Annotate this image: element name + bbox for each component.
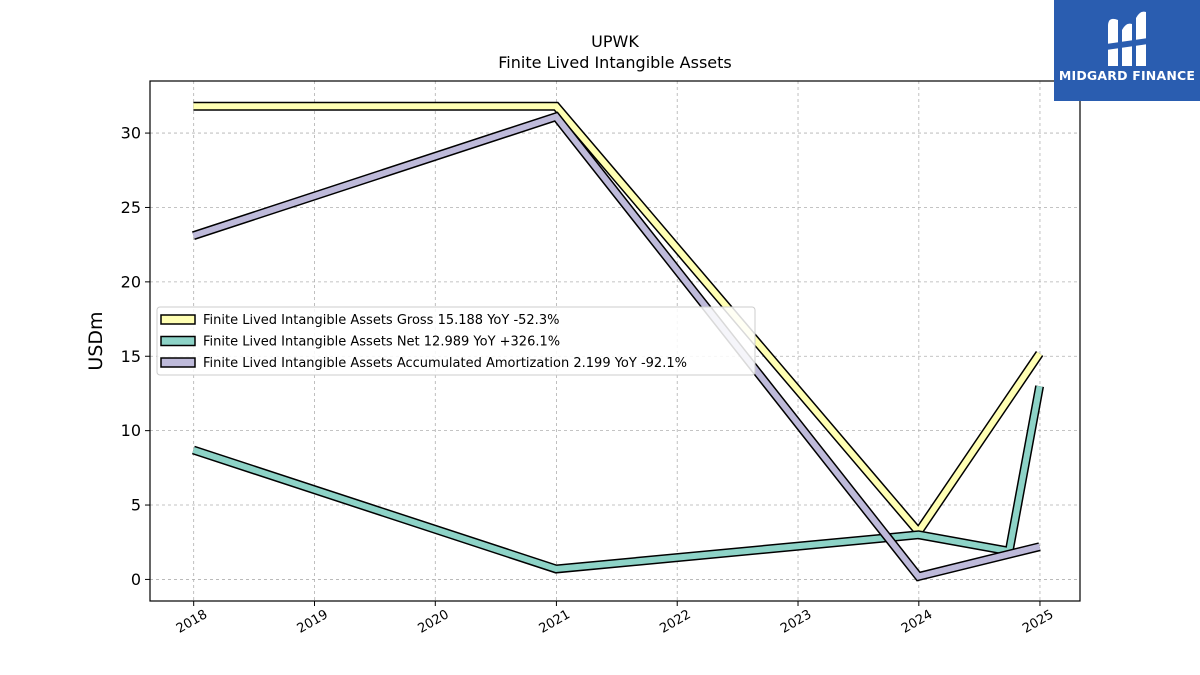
x-tick-label: 2025 [1020, 607, 1056, 637]
midgard-logo-text: MIDGARD FINANCE [1058, 68, 1196, 83]
series-line-outline-1 [191, 385, 1045, 574]
y-tick-label: 0 [131, 570, 141, 589]
series-line-1 [192, 385, 1043, 573]
legend-label-1: Finite Lived Intangible Assets Net 12.98… [203, 335, 560, 350]
x-tick-label: 2020 [415, 607, 451, 637]
x-tick-label: 2018 [174, 607, 210, 637]
midgard-logo-icon [1106, 11, 1148, 67]
x-tick-label: 2021 [537, 607, 573, 637]
x-tick-label: 2024 [899, 607, 935, 637]
legend-label-2: Finite Lived Intangible Assets Accumulat… [203, 356, 687, 371]
plot-frame [149, 80, 1081, 602]
y-tick-label: 20 [121, 272, 141, 291]
y-tick-label: 5 [131, 496, 141, 515]
x-tick-label: 2019 [295, 607, 331, 637]
x-tick-label: 2022 [657, 607, 693, 637]
y-tick-label: 25 [121, 198, 141, 217]
midgard-logo: MIDGARD FINANCE [1054, 0, 1200, 101]
legend-swatch-1 [160, 335, 196, 347]
x-tick-label: 2023 [778, 607, 814, 637]
chart-title-line1: UPWK [591, 32, 639, 51]
y-tick-label: 15 [121, 347, 141, 366]
legend-box [156, 306, 756, 376]
axes: 2018 2019 2020 2021 2022 2023 2024 202505101520… [121, 124, 1057, 637]
legend-swatch-0 [160, 314, 196, 325]
y-tick-label: 30 [121, 124, 141, 143]
y-tick-label: 10 [121, 421, 141, 440]
legend-swatch-2 [160, 357, 196, 368]
chart-title-line2: Finite Lived Intangible Assets [498, 53, 731, 72]
legend-label-0: Finite Lived Intangible Assets Gross 15.… [203, 313, 559, 328]
y-axis-label: USDm [85, 311, 107, 370]
legend: Finite Lived Intangible Assets Gross 15.… [156, 306, 756, 376]
